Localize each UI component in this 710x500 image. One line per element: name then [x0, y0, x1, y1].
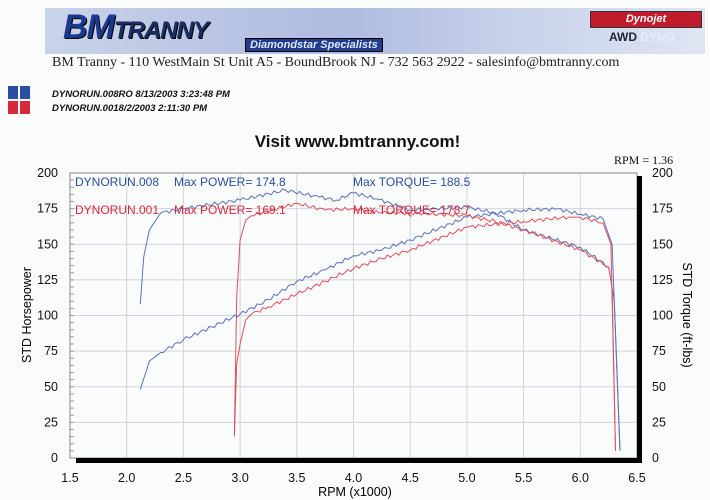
- run-info-1: DYNORUN.008RO 8/13/2003 3:23:48 PM: [52, 89, 230, 100]
- logo-tranny: TRANNY: [113, 17, 209, 44]
- dyno-text: DYNO: [640, 30, 675, 44]
- legend-run-001: DYNORUN.001: [75, 203, 159, 217]
- run-info-2: DYNORUN.0018/2/2003 2:11:30 PM: [52, 103, 208, 114]
- y-tick-label: 125: [37, 273, 58, 287]
- run-color-swatch-blue: [20, 86, 30, 99]
- dynojet-logo: Dynojet: [590, 11, 702, 28]
- run-color-swatch-red: [20, 101, 30, 114]
- legend-power-008: Max POWER= 174.8: [174, 175, 286, 189]
- run-color-swatch-blue: [8, 86, 18, 99]
- y-tick-label: 25: [44, 415, 58, 429]
- y2-tick-label: 125: [652, 273, 673, 287]
- y-tick-label: 75: [44, 344, 58, 358]
- y2-tick-label: 175: [652, 202, 673, 216]
- y2-tick-label: 200: [652, 166, 673, 180]
- y-tick-label: 200: [37, 166, 58, 180]
- rpm-readout: RPM = 1.36: [614, 153, 674, 167]
- x-tick-label: 5.0: [458, 471, 475, 485]
- y-tick-label: 100: [37, 309, 58, 323]
- x-tick-label: 6.0: [572, 471, 589, 485]
- tagline: Diamondstar Specialists: [245, 38, 383, 52]
- y-tick-label: 50: [44, 380, 58, 394]
- y2-tick-label: 75: [652, 344, 666, 358]
- y-tick-label: 175: [37, 202, 58, 216]
- y-tick-label: 150: [37, 237, 58, 251]
- y2-axis-bar: [637, 176, 642, 463]
- x-axis-bar: [76, 458, 641, 463]
- x-tick-label: 4.5: [402, 471, 419, 485]
- legend-torque-001: Max TORQUE= 178.7: [353, 203, 471, 217]
- x-tick-label: 1.5: [61, 471, 78, 485]
- series-dynorun-001-torque: [233, 202, 616, 451]
- x-tick-label: 3.5: [288, 471, 305, 485]
- x-tick-label: 2.0: [118, 471, 135, 485]
- series-lines: [139, 188, 621, 451]
- y2-tick-label: 100: [652, 309, 673, 323]
- x-tick-label: 6.5: [628, 471, 645, 485]
- awd-text: AWD: [608, 30, 637, 44]
- legend-run-008: DYNORUN.008: [75, 175, 159, 189]
- x-axis-label: RPM (x1000): [318, 485, 392, 499]
- x-tick-label: 2.5: [175, 471, 192, 485]
- y-tick-label: 0: [51, 451, 58, 465]
- header-banner: BMTRANNY Diamondstar Specialists Dynojet…: [45, 8, 705, 54]
- legend-torque-008: Max TORQUE= 188.5: [353, 175, 471, 189]
- series-dynorun-001-power: [233, 215, 616, 451]
- run-color-swatch-red: [8, 101, 18, 114]
- y2-axis-label: STD Torque (ft-lbs): [680, 262, 694, 367]
- legend-power-001: Max POWER= 169.1: [174, 203, 286, 217]
- awd-dyno-label: AWD DYNO: [609, 30, 675, 44]
- logo-bm: BM: [63, 8, 115, 46]
- x-tick-label: 3.0: [231, 471, 248, 485]
- address-line: BM Tranny - 110 WestMain St Unit A5 - Bo…: [52, 55, 620, 70]
- y2-tick-label: 50: [652, 380, 666, 394]
- series-dynorun-008-power: [139, 207, 621, 451]
- chart-title: Visit www.bmtranny.com!: [254, 132, 461, 151]
- tick-labels: 1.5 2.0 2.5 3.0 3.5 4.0 4.5 5.0 5.5 6.0 6.5 0 0 25 25 5…: [37, 166, 673, 485]
- x-tick-label: 4.0: [345, 471, 362, 485]
- series-dynorun-008-torque: [139, 188, 621, 451]
- y-axis-label: STD Horsepower: [20, 267, 34, 363]
- y2-tick-label: 150: [652, 237, 673, 251]
- bmtranny-logo: BMTRANNY: [63, 8, 209, 47]
- y2-tick-label: 25: [652, 415, 666, 429]
- y2-tick-label: 0: [652, 451, 659, 465]
- x-tick-label: 5.5: [515, 471, 532, 485]
